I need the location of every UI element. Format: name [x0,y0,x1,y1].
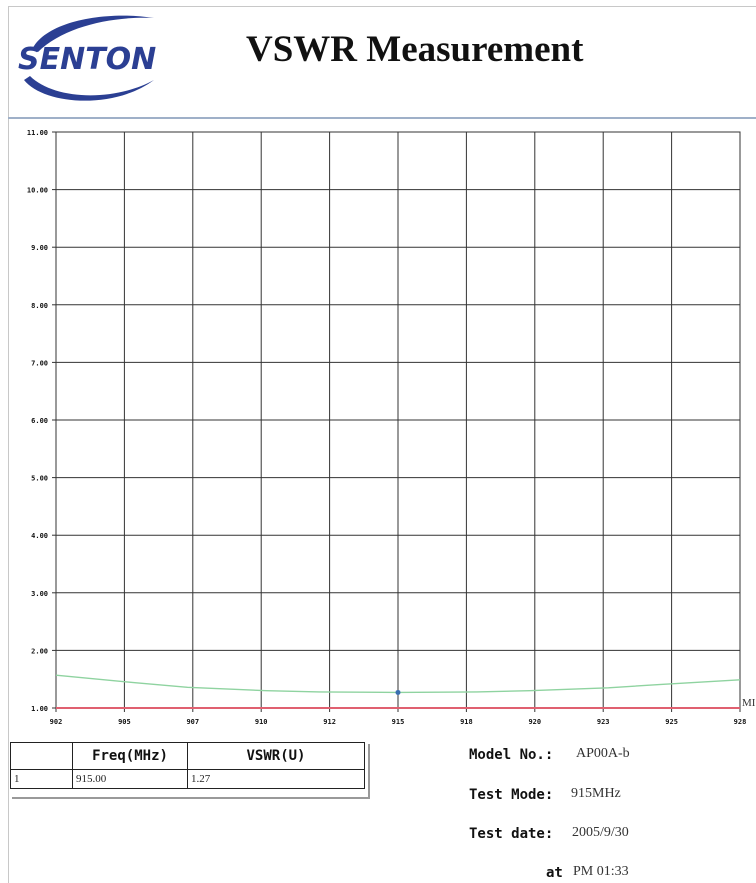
results-table-wrap: Freq(MHz) VSWR(U) 1 915.00 1.27 [10,742,368,797]
table-row: 1 915.00 1.27 [10,769,365,789]
mode-label: Test Mode: [469,787,554,803]
x-tick-label: 928 [734,718,747,726]
model-value: AP00A-b [576,746,630,761]
mode-value: 915MHz [571,786,621,801]
time-label: at [546,865,563,881]
y-tick-label: 2.00 [31,647,48,655]
table-cell-index: 1 [10,769,73,789]
logo-swoosh-icon [24,15,154,101]
x-tick-label: 905 [118,718,131,726]
x-tick-label: 918 [460,718,473,726]
x-tick-label: 907 [186,718,199,726]
vswr-chart: 1.00 2.00 3.00 4.00 5.00 6.00 7.00 8.00 9.00 10.0… [27,129,756,726]
logo-text: SENTON [18,42,157,77]
date-label: Test date: [469,826,554,842]
table-header-row: Freq(MHz) VSWR(U) [10,742,365,770]
x-tick-label: 912 [323,718,336,726]
senton-logo: SENTON [14,10,164,110]
y-tick-label: 8.00 [31,302,48,310]
x-tick-label: 915 [392,718,405,726]
table-cell-vswr: 1.27 [187,769,365,789]
x-tick-label: 923 [597,718,610,726]
y-tick-label: 3.00 [31,590,48,598]
x-axis-unit-label: MI [742,697,756,709]
date-value: 2005/9/30 [572,825,629,840]
time-value: PM 01:33 [573,864,629,879]
model-label: Model No.: [469,747,554,763]
y-tick-label: 1.00 [31,705,48,713]
y-tick-label: 4.00 [31,532,48,540]
y-tick-label: 5.00 [31,475,48,483]
header-divider [8,117,756,119]
table-header-index [10,742,73,770]
y-tick-label: 10.00 [27,187,48,195]
marker-point [395,689,401,695]
x-tick-label: 910 [255,718,268,726]
x-tick-label: 920 [528,718,541,726]
results-table: Freq(MHz) VSWR(U) 1 915.00 1.27 [10,742,365,789]
table-header-vswr: VSWR(U) [187,742,365,770]
x-tick-label: 925 [665,718,678,726]
y-tick-label: 6.00 [31,417,48,425]
page-frame-left [8,6,9,883]
y-tick-label: 11.00 [27,129,48,137]
page-title: VSWR Measurement [246,29,584,70]
table-header-freq: Freq(MHz) [72,742,188,770]
page-frame-top [8,6,756,7]
y-tick-label: 7.00 [31,359,48,367]
y-tick-label: 9.00 [31,244,48,252]
table-cell-freq: 915.00 [72,769,188,789]
x-tick-label: 902 [50,718,63,726]
